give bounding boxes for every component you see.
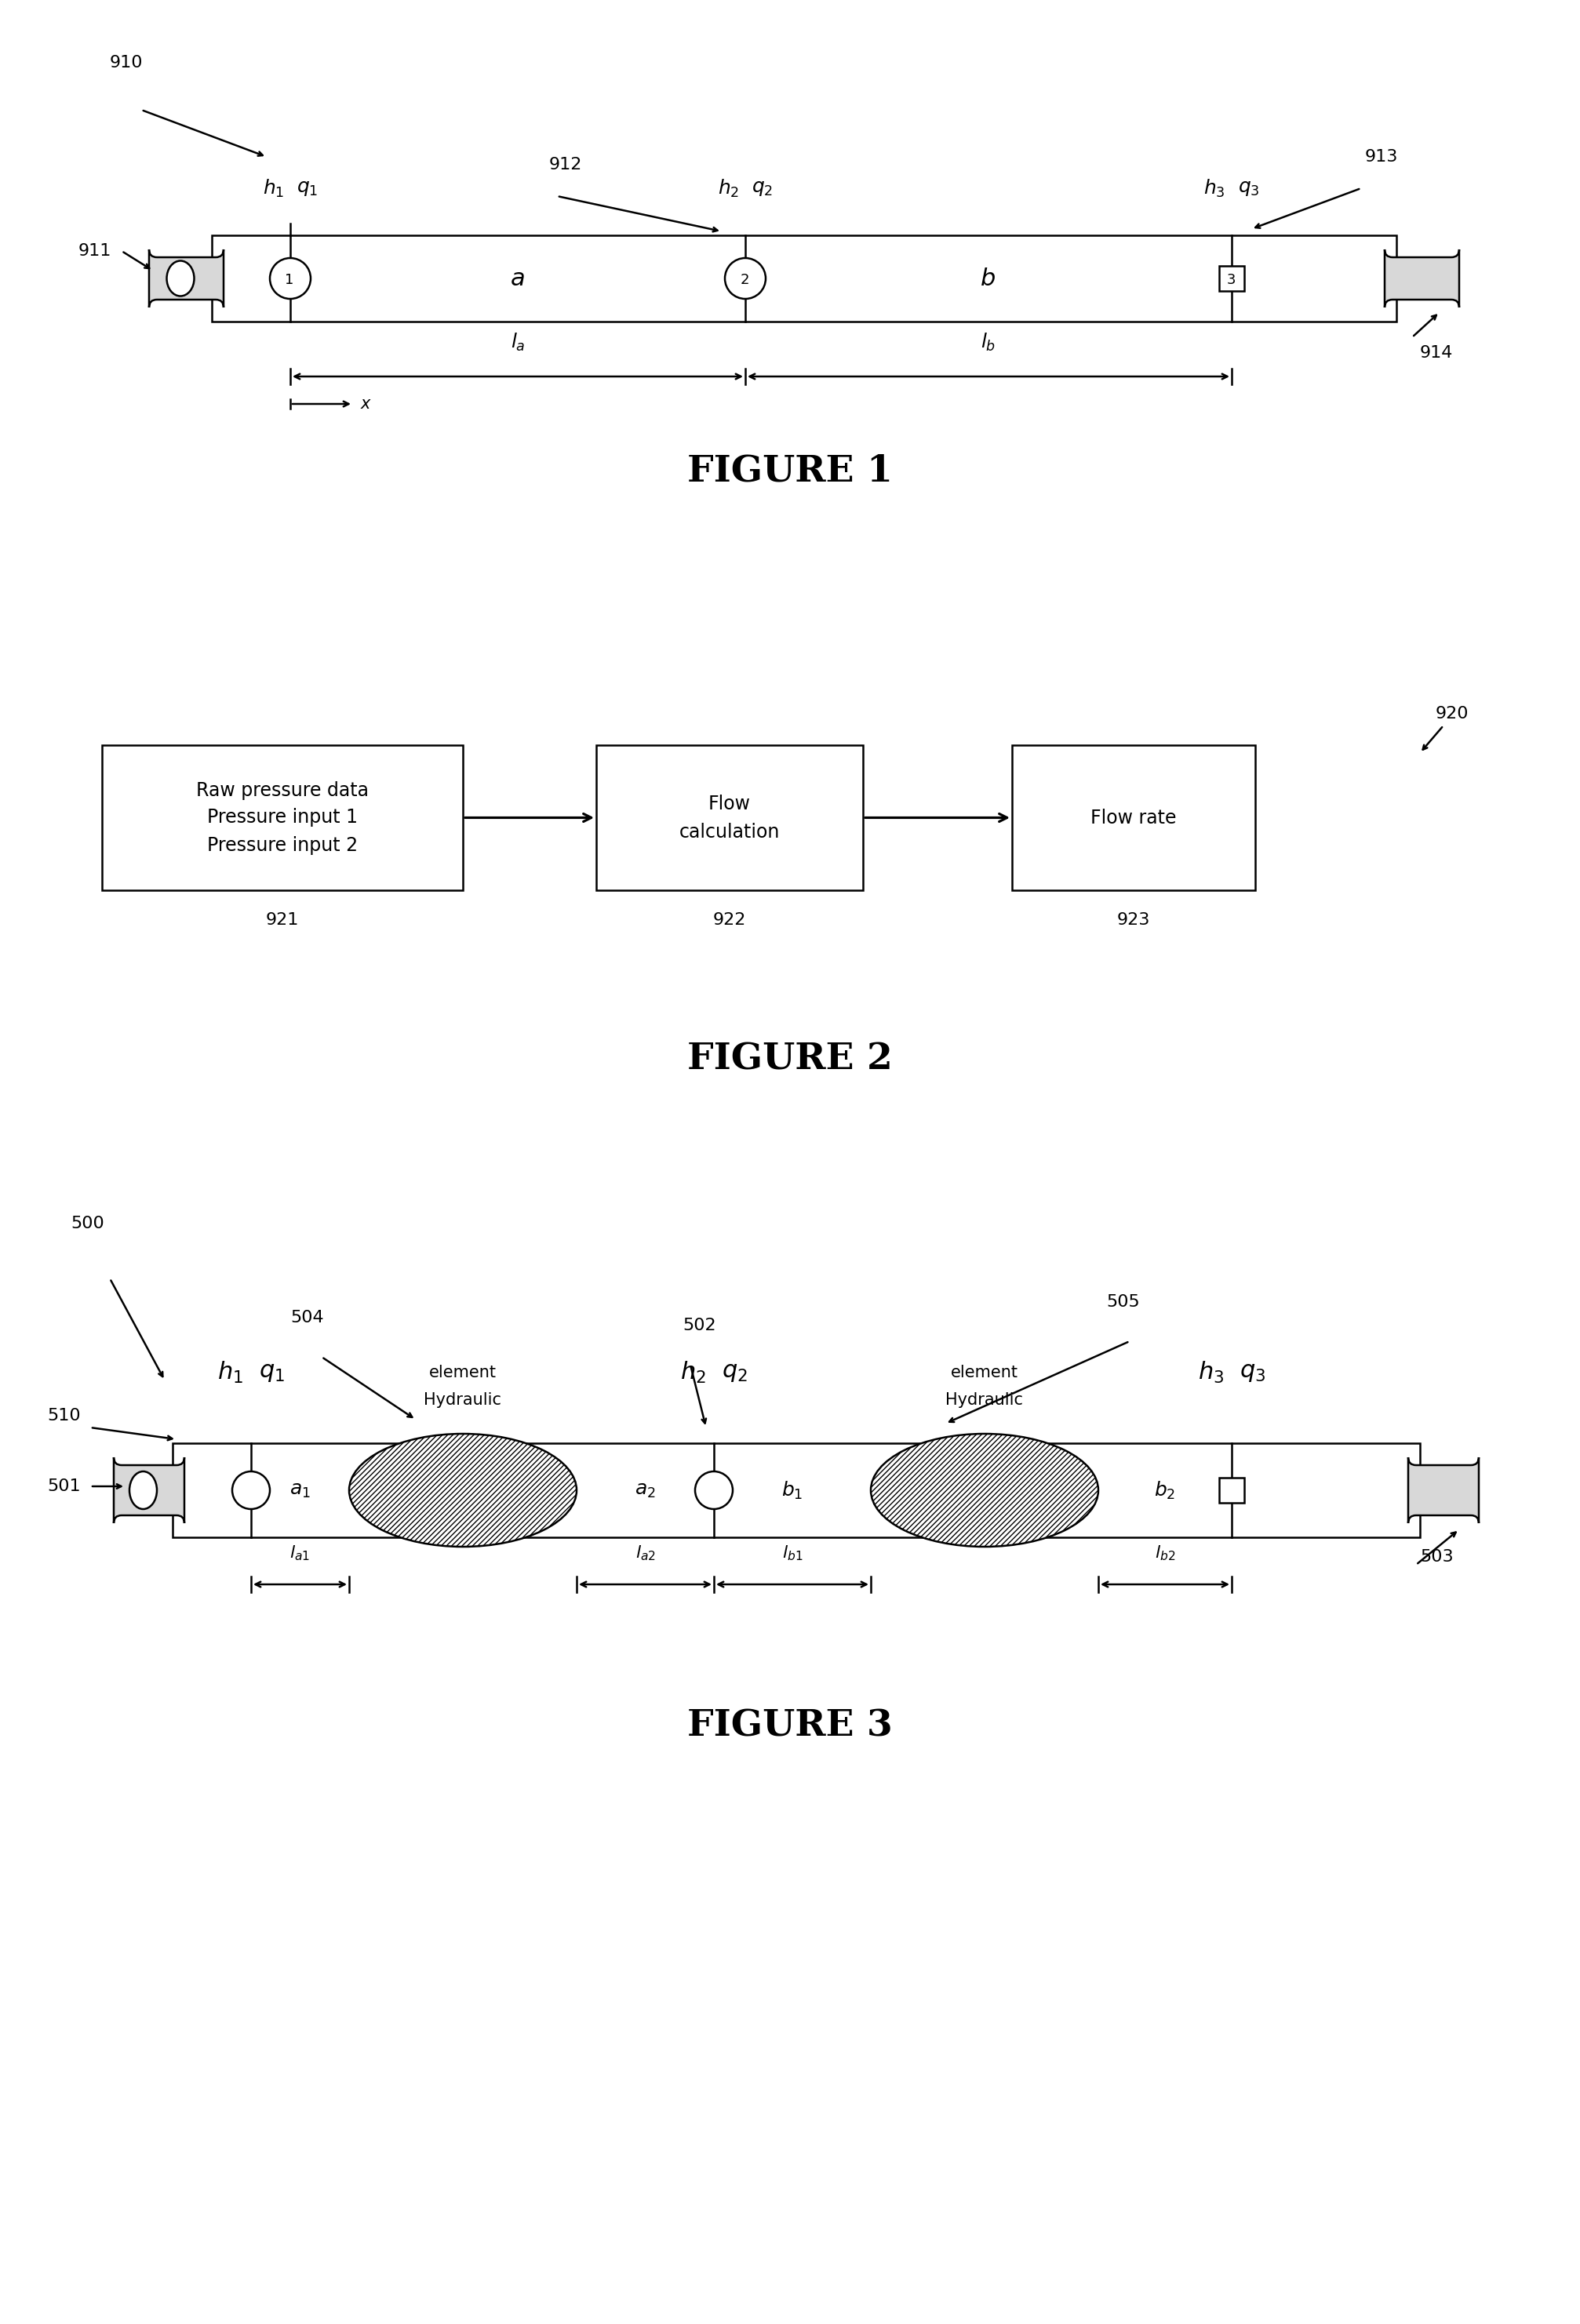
Text: FIGURE 3: FIGURE 3 — [687, 1708, 893, 1743]
Text: 921: 921 — [265, 913, 299, 927]
Text: a: a — [510, 267, 525, 290]
Text: 503: 503 — [1419, 1550, 1452, 1564]
Text: $a_2$: $a_2$ — [635, 1480, 656, 1499]
Text: 912: 912 — [548, 156, 581, 172]
Text: 922: 922 — [713, 913, 746, 927]
Text: 504: 504 — [291, 1311, 324, 1325]
Text: $q_2$: $q_2$ — [750, 179, 773, 198]
Text: $h_2$: $h_2$ — [717, 177, 738, 200]
Ellipse shape — [349, 1434, 577, 1548]
Text: $h_3$: $h_3$ — [1198, 1360, 1223, 1385]
Bar — [1218, 1478, 1243, 1504]
Text: Hydraulic: Hydraulic — [423, 1392, 501, 1408]
Text: 923: 923 — [1117, 913, 1150, 927]
Ellipse shape — [871, 1434, 1098, 1548]
Text: Pressure input 1: Pressure input 1 — [207, 809, 357, 827]
FancyBboxPatch shape — [149, 249, 223, 307]
Bar — [1011, 746, 1255, 890]
Circle shape — [695, 1471, 733, 1508]
Text: $l_b$: $l_b$ — [981, 332, 995, 353]
Text: 1: 1 — [284, 272, 294, 288]
Text: Flow rate: Flow rate — [1090, 809, 1176, 827]
Text: Raw pressure data: Raw pressure data — [196, 781, 368, 799]
Bar — [596, 746, 863, 890]
Text: $h_3$: $h_3$ — [1202, 177, 1224, 200]
Circle shape — [232, 1471, 270, 1508]
FancyBboxPatch shape — [1408, 1457, 1477, 1522]
Text: 500: 500 — [71, 1215, 104, 1232]
Text: x: x — [360, 395, 370, 411]
Circle shape — [270, 258, 311, 300]
Text: 910: 910 — [109, 56, 144, 70]
Text: $q_3$: $q_3$ — [1237, 179, 1259, 198]
Text: $a_1$: $a_1$ — [289, 1480, 310, 1499]
Text: Hydraulic: Hydraulic — [945, 1392, 1022, 1408]
Text: $h_2$: $h_2$ — [679, 1360, 706, 1385]
Text: Flow: Flow — [708, 795, 750, 813]
Text: 501: 501 — [47, 1478, 81, 1494]
Text: 502: 502 — [683, 1318, 716, 1334]
Circle shape — [725, 258, 765, 300]
Bar — [1218, 265, 1243, 290]
Text: $l_{a1}$: $l_{a1}$ — [289, 1543, 310, 1562]
Text: $q_1$: $q_1$ — [259, 1362, 284, 1385]
FancyBboxPatch shape — [114, 1457, 185, 1522]
Text: $q_1$: $q_1$ — [297, 179, 318, 198]
Bar — [103, 746, 463, 890]
Text: 913: 913 — [1365, 149, 1398, 165]
Text: $q_2$: $q_2$ — [722, 1362, 747, 1385]
Text: Pressure input 2: Pressure input 2 — [207, 837, 357, 855]
Text: calculation: calculation — [679, 823, 779, 841]
Text: $l_a$: $l_a$ — [510, 332, 525, 353]
Bar — [212, 235, 1395, 321]
Text: $h_1$: $h_1$ — [262, 177, 284, 200]
Text: FIGURE 1: FIGURE 1 — [687, 453, 893, 488]
Text: 2: 2 — [739, 272, 749, 288]
Text: $b_2$: $b_2$ — [1153, 1480, 1176, 1501]
Text: FIGURE 2: FIGURE 2 — [687, 1041, 893, 1076]
Text: $l_{b1}$: $l_{b1}$ — [782, 1543, 803, 1562]
Text: 510: 510 — [47, 1408, 81, 1425]
Text: $l_{b2}$: $l_{b2}$ — [1153, 1543, 1176, 1562]
Text: $b_1$: $b_1$ — [781, 1480, 803, 1501]
Text: element: element — [950, 1364, 1018, 1380]
Text: 914: 914 — [1419, 344, 1452, 360]
Text: $l_{a2}$: $l_{a2}$ — [635, 1543, 656, 1562]
Text: 911: 911 — [79, 244, 112, 258]
Text: element: element — [428, 1364, 496, 1380]
Text: 3: 3 — [1226, 272, 1236, 288]
Text: 505: 505 — [1106, 1294, 1139, 1311]
Text: $q_3$: $q_3$ — [1239, 1362, 1266, 1385]
Bar — [172, 1443, 1419, 1536]
Ellipse shape — [130, 1471, 156, 1508]
Text: 920: 920 — [1435, 706, 1468, 720]
Ellipse shape — [166, 260, 194, 295]
Text: b: b — [981, 267, 995, 290]
Text: $h_1$: $h_1$ — [216, 1360, 243, 1385]
FancyBboxPatch shape — [1384, 249, 1458, 307]
